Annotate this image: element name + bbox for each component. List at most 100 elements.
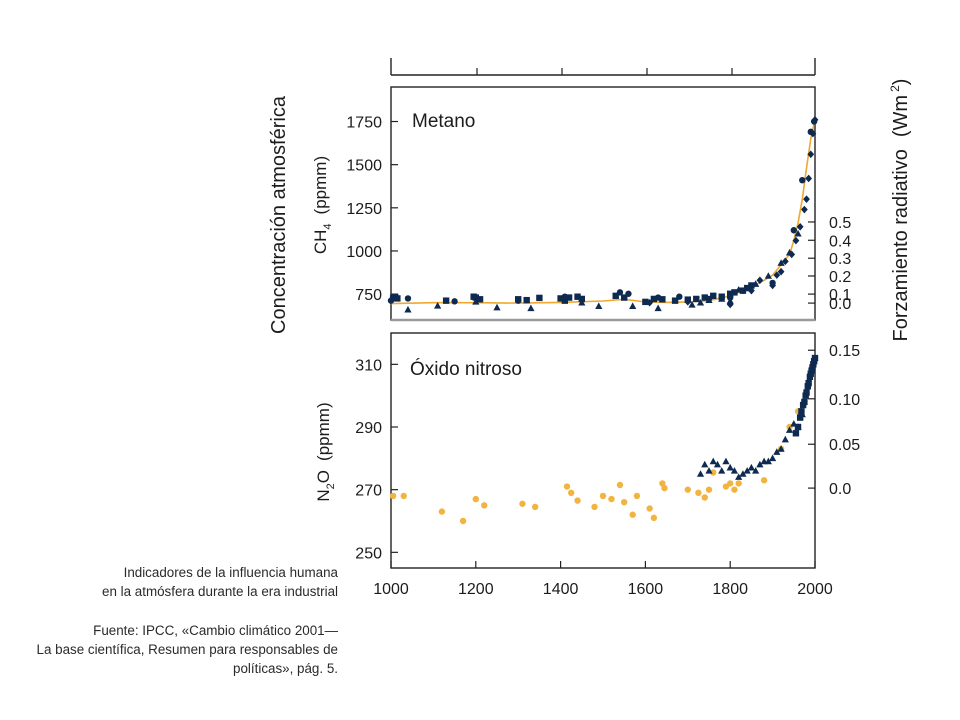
nitrous-point-circle — [710, 469, 717, 476]
left-axis-title: Concentración atmosférica — [268, 95, 290, 334]
nitrous-point-triangle — [722, 457, 730, 465]
nitrous-point-triangle — [781, 435, 789, 443]
nitrous-point-circle — [400, 492, 407, 500]
methane-right-tick-label: 0.3 — [829, 251, 851, 268]
methane-right-tick-label: 0.4 — [829, 233, 851, 250]
methane-point-triangle — [629, 302, 637, 309]
x-axis-ticks: 1000 1200 1400 1600 1800 2000 — [373, 561, 833, 598]
nitrous-point-circle — [727, 480, 734, 487]
nitrous-point-circle — [735, 480, 742, 487]
methane-point-triangle — [434, 302, 442, 309]
methane-ytick-label: 750 — [355, 287, 382, 304]
methane-right-tick-label: 0.2 — [829, 269, 851, 286]
nitrous-point-circle — [633, 492, 641, 500]
methane-point-square — [557, 295, 564, 302]
nitrous-point-square — [792, 430, 800, 437]
nitrous-point-square — [805, 379, 812, 387]
methane-point-square — [731, 289, 738, 296]
nitrous-point-square — [798, 408, 805, 415]
source-line-3: políticas», pág. 5. — [233, 661, 338, 676]
methane-ytick-label: 1250 — [346, 201, 382, 218]
methane-point-square — [565, 294, 573, 301]
methane-point-square — [442, 297, 450, 304]
methane-point-square — [536, 294, 543, 302]
nitrous-point-circle — [731, 486, 738, 493]
methane-fit-line-layer — [390, 119, 816, 305]
nitrous-point-triangle — [739, 470, 747, 477]
nitrous-point-circle — [563, 483, 571, 490]
nitrous-point-triangle — [769, 454, 777, 462]
methane-point-triangle — [718, 295, 726, 302]
nitrous-right-tick-label: 0.05 — [829, 437, 860, 454]
methane-point-triangle — [472, 298, 480, 305]
methane-point-circle — [515, 297, 522, 304]
methane-point-circle — [799, 177, 806, 184]
methane-point-square — [727, 290, 734, 297]
x-tick-label: 1800 — [712, 581, 748, 598]
methane-point-square — [701, 294, 708, 301]
methane-point-square — [574, 293, 581, 300]
methane-point-triangle — [527, 304, 535, 312]
methane-point-diamond — [796, 223, 804, 231]
methane-point-diamond — [792, 236, 800, 245]
nitrous-point-triangle — [713, 460, 722, 468]
methane-point-triangle — [794, 229, 802, 237]
figure-caption: Indicadores de la influencia humana en l… — [37, 563, 338, 678]
x-tick-label: 1400 — [543, 581, 579, 598]
methane-point-square — [561, 297, 569, 304]
right-axis-title: Forzamiento radiativo (Wm 2) — [888, 79, 912, 342]
methane-point-triangle — [735, 285, 743, 293]
methane-point-diamond — [773, 271, 781, 279]
methane-point-diamond — [803, 195, 810, 203]
methane-ylabel-ch: CH — [311, 230, 330, 255]
nitrous-point-circle — [389, 492, 397, 500]
nitrous-ylabel-sub: 2 — [325, 483, 337, 489]
methane-point-circle — [676, 293, 683, 300]
methane-point-diamond — [811, 115, 819, 124]
x-tick-label: 2000 — [797, 581, 833, 598]
methane-point-diamond — [684, 298, 692, 306]
nitrous-ytick-label: 310 — [355, 357, 382, 374]
nitrous-point-circle — [459, 517, 467, 525]
nitrous-axis-ticks: 250 270 290 310 0.0 0.05 0.10 0.15 — [355, 343, 860, 562]
nitrous-point-triangle — [773, 448, 781, 455]
nitrous-point-triangle — [730, 467, 739, 474]
methane-point-triangle — [404, 305, 412, 313]
nitrous-ytick-label: 290 — [355, 420, 382, 437]
methane-point-square — [693, 295, 700, 303]
methane-point-square — [710, 292, 717, 300]
methane-point-circle — [790, 227, 797, 234]
methane-point-square — [476, 296, 484, 303]
methane-point-triangle — [493, 303, 501, 311]
methane-point-diamond — [777, 267, 785, 276]
nitrous-point-triangle — [747, 463, 755, 471]
nitrous-point-circle — [568, 489, 575, 496]
methane-point-triangle — [752, 280, 760, 287]
nitrous-point-circle — [695, 489, 702, 496]
methane-point-circle — [654, 294, 662, 301]
methane-title: Metano — [412, 111, 475, 132]
nitrous-point-circle — [629, 511, 636, 518]
nitrous-point-circle — [661, 484, 668, 492]
methane-point-square — [743, 284, 751, 292]
nitrous-point-triangle — [756, 460, 764, 468]
methane-point-diamond — [788, 250, 796, 259]
nitrous-point-triangle — [701, 460, 709, 468]
nitrous-panel-frame — [390, 332, 816, 569]
nitrous-point-circle — [438, 508, 446, 515]
right-axis-title-unit: (Wm — [890, 95, 912, 137]
nitrous-point-square — [794, 423, 802, 431]
x-tick-label: 1000 — [373, 581, 409, 598]
methane-point-square — [748, 282, 755, 289]
nitrous-point-square — [803, 389, 810, 396]
right-axis-title-exp: 2 — [888, 85, 902, 92]
methane-point-triangle — [578, 298, 586, 306]
methane-point-circle — [561, 293, 569, 300]
methane-point-triangle — [654, 304, 662, 312]
methane-point-triangle — [688, 301, 696, 308]
methane-ylabel: CH4 (ppmm) — [311, 156, 334, 254]
nitrous-point-circle — [591, 503, 598, 511]
source-line-2: La base científica, Resumen para respons… — [36, 642, 338, 657]
methane-right-tick-label: 0.0 — [829, 296, 851, 313]
